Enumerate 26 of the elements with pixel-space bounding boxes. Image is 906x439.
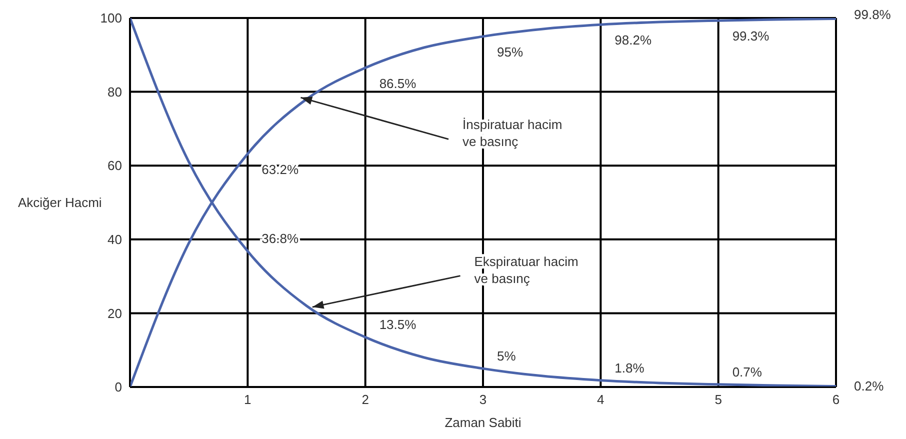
data-label: 13.5% — [379, 317, 417, 332]
x-tick-label: 4 — [597, 392, 604, 408]
x-tick-label: 2 — [362, 392, 369, 408]
y-tick-label: 20 — [108, 306, 122, 321]
data-label: 99.3% — [732, 28, 770, 44]
data-label: 86.5% — [379, 76, 417, 91]
data-label: 5% — [497, 348, 516, 364]
data-label: 99.8% — [854, 6, 892, 22]
y-axis-title: Akciğer Hacmi — [18, 195, 102, 210]
data-label: 98.2% — [614, 32, 652, 48]
x-tick-label: 6 — [832, 392, 840, 408]
y-tick-label: 80 — [108, 84, 122, 100]
y-tick-label: 0 — [114, 380, 122, 395]
x-tick-label: 5 — [714, 392, 722, 408]
y-tick-label: 40 — [108, 232, 122, 248]
data-label: 95% — [497, 44, 524, 60]
y-tick-label: 60 — [108, 158, 122, 174]
data-label: 0.7% — [732, 364, 762, 380]
x-axis-title: Zaman Sabiti — [444, 415, 522, 430]
y-tick-label: 100 — [100, 10, 122, 26]
x-tick-label: 1 — [244, 392, 252, 408]
data-label: 63.2% — [262, 162, 299, 177]
x-tick-label: 3 — [479, 392, 487, 408]
data-label: 1.8% — [614, 360, 645, 376]
data-label: 0.2% — [854, 378, 884, 394]
line-series — [130, 18, 836, 387]
